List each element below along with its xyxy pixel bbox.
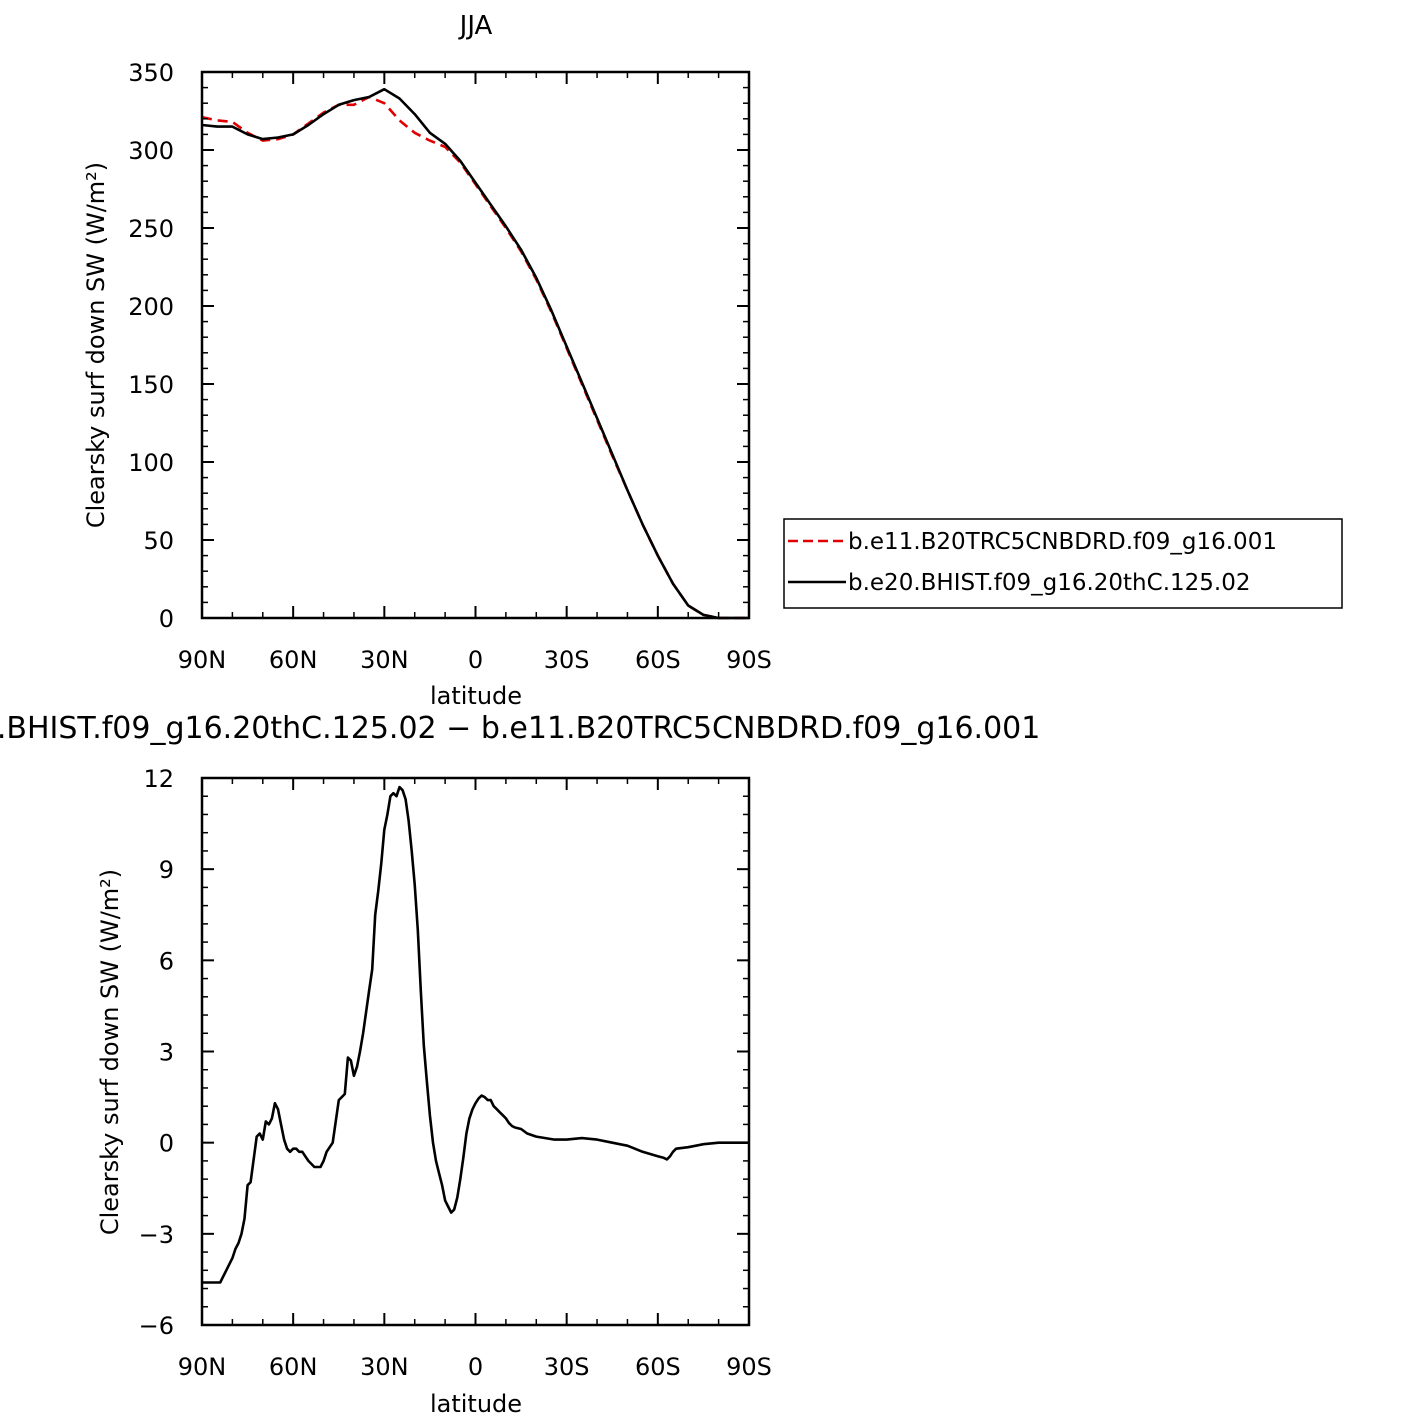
legend-entry-2: b.e20.BHIST.f09_g16.20thC.125.02 — [848, 570, 1250, 596]
top-plot-area: 90N 60N 30N 0 30S 60S 90S 0 50 100 150 200 250 300 350 — [128, 59, 772, 674]
plot-frame — [200, 776, 751, 1327]
y-tick-label: 150 — [128, 371, 174, 399]
top-panel: JJA 90N 60N 30N 0 30S 60S 90S 0 50 100 150 200 250 30… — [82, 11, 1343, 710]
bottom-chart-title: b.e20.BHIST.f09_g16.20thC.125.02 − b.e11… — [0, 711, 1040, 746]
y-tick-label: 12 — [143, 765, 174, 793]
y-tick-label: 300 — [128, 137, 174, 165]
x-tick-label: 30N — [360, 1353, 409, 1381]
y-tick-label: −3 — [139, 1221, 174, 1249]
bottom-plot-area: 90N 60N 30N 0 30S 60S 90S −6 −3 0 3 6 9 12 — [139, 765, 772, 1381]
x-tick-label: 0 — [468, 1353, 483, 1381]
plot-frame — [200, 70, 751, 620]
x-tick-label: 60N — [269, 1353, 318, 1381]
x-tick-label: 60N — [269, 646, 318, 674]
x-tick-label: 60S — [635, 1353, 681, 1381]
top-x-axis-label: latitude — [430, 682, 522, 710]
y-tick-label: 3 — [159, 1039, 174, 1067]
x-tick-label: 0 — [468, 646, 483, 674]
bottom-y-axis-label: Clearsky surf down SW (W/m²) — [96, 869, 124, 1235]
x-tick-label: 30N — [360, 646, 409, 674]
x-tick-label: 60S — [635, 646, 681, 674]
x-tick-label: 90S — [726, 1353, 772, 1381]
y-tick-label: 0 — [159, 1130, 174, 1158]
top-chart-title: JJA — [458, 11, 493, 41]
bottom-x-axis-label: latitude — [430, 1390, 522, 1418]
y-tick-label: −6 — [139, 1312, 174, 1340]
series-line-2 — [201, 87, 749, 620]
x-tick-label: 90N — [178, 1353, 227, 1381]
y-tick-label: 0 — [159, 605, 174, 633]
legend-entry-1: b.e11.B20TRC5CNBDRD.f09_g16.001 — [848, 529, 1277, 555]
x-tick-label: 90N — [178, 646, 227, 674]
series-line-1 — [201, 95, 749, 620]
bottom-panel: b.e20.BHIST.f09_g16.20thC.125.02 − b.e11… — [0, 711, 1040, 1418]
x-tick-label: 30S — [544, 1353, 590, 1381]
y-tick-label: 250 — [128, 215, 174, 243]
y-tick-label: 6 — [159, 947, 174, 975]
y-tick-label: 50 — [143, 527, 174, 555]
y-tick-label: 9 — [159, 856, 174, 884]
y-tick-label: 200 — [128, 293, 174, 321]
legend-box — [783, 518, 1343, 609]
y-tick-label: 350 — [128, 59, 174, 87]
top-y-axis-label: Clearsky surf down SW (W/m²) — [82, 162, 110, 528]
y-tick-label: 100 — [128, 449, 174, 477]
x-tick-label: 90S — [726, 646, 772, 674]
legend: b.e11.B20TRC5CNBDRD.f09_g16.001 b.e20.BH… — [783, 518, 1343, 609]
series-line-1 — [202, 785, 749, 1284]
x-tick-label: 30S — [544, 646, 590, 674]
